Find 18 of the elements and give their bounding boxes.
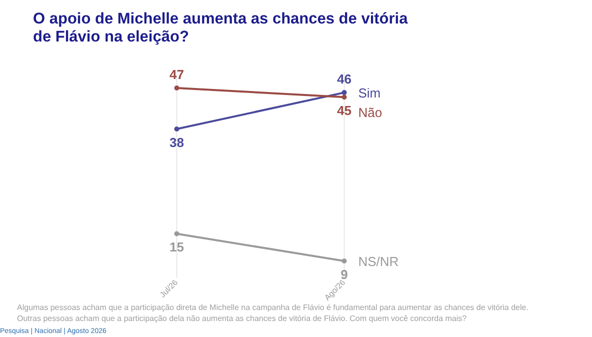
- point: [174, 126, 180, 132]
- data-label: 9: [340, 267, 348, 282]
- point: [174, 86, 180, 90]
- data-label: 47: [170, 67, 184, 82]
- point: [342, 94, 347, 100]
- series-label: Sim: [358, 86, 381, 101]
- chart-title: O apoio de Michelle aumenta as chances de vitória de Flávio na eleição?: [33, 10, 408, 46]
- point: [342, 258, 347, 264]
- data-label: 15: [170, 240, 184, 255]
- data-label: 38: [170, 134, 184, 150]
- text: Outras pessoas acham que a participação dela não aumenta as chances de vitória de Flávio. Com quem você concorda mais?: [17, 314, 468, 323]
- point: [174, 231, 180, 236]
- data-label: 46: [337, 72, 352, 87]
- point: [342, 90, 347, 96]
- series-label: Não: [358, 105, 382, 120]
- series-label: NS/NR: [358, 254, 399, 270]
- data-label: 45: [337, 103, 352, 118]
- text: Algumas pessoas acham que a participação direta de Michelle na campanha de Flávio é fundamental para aumentar as chances de vitória dele.: [17, 303, 528, 312]
